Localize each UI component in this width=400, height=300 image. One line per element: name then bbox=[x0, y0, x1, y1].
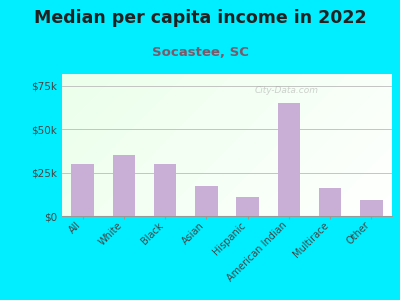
Text: Socastee, SC: Socastee, SC bbox=[152, 46, 248, 59]
Bar bbox=[71, 164, 94, 216]
Bar bbox=[112, 155, 135, 216]
Bar bbox=[195, 187, 218, 216]
Text: City-Data.com: City-Data.com bbox=[254, 86, 318, 95]
Bar bbox=[278, 103, 300, 216]
Bar bbox=[360, 200, 383, 216]
Bar bbox=[319, 188, 342, 216]
Bar bbox=[154, 164, 176, 216]
Bar bbox=[236, 197, 259, 216]
Text: Median per capita income in 2022: Median per capita income in 2022 bbox=[34, 9, 366, 27]
